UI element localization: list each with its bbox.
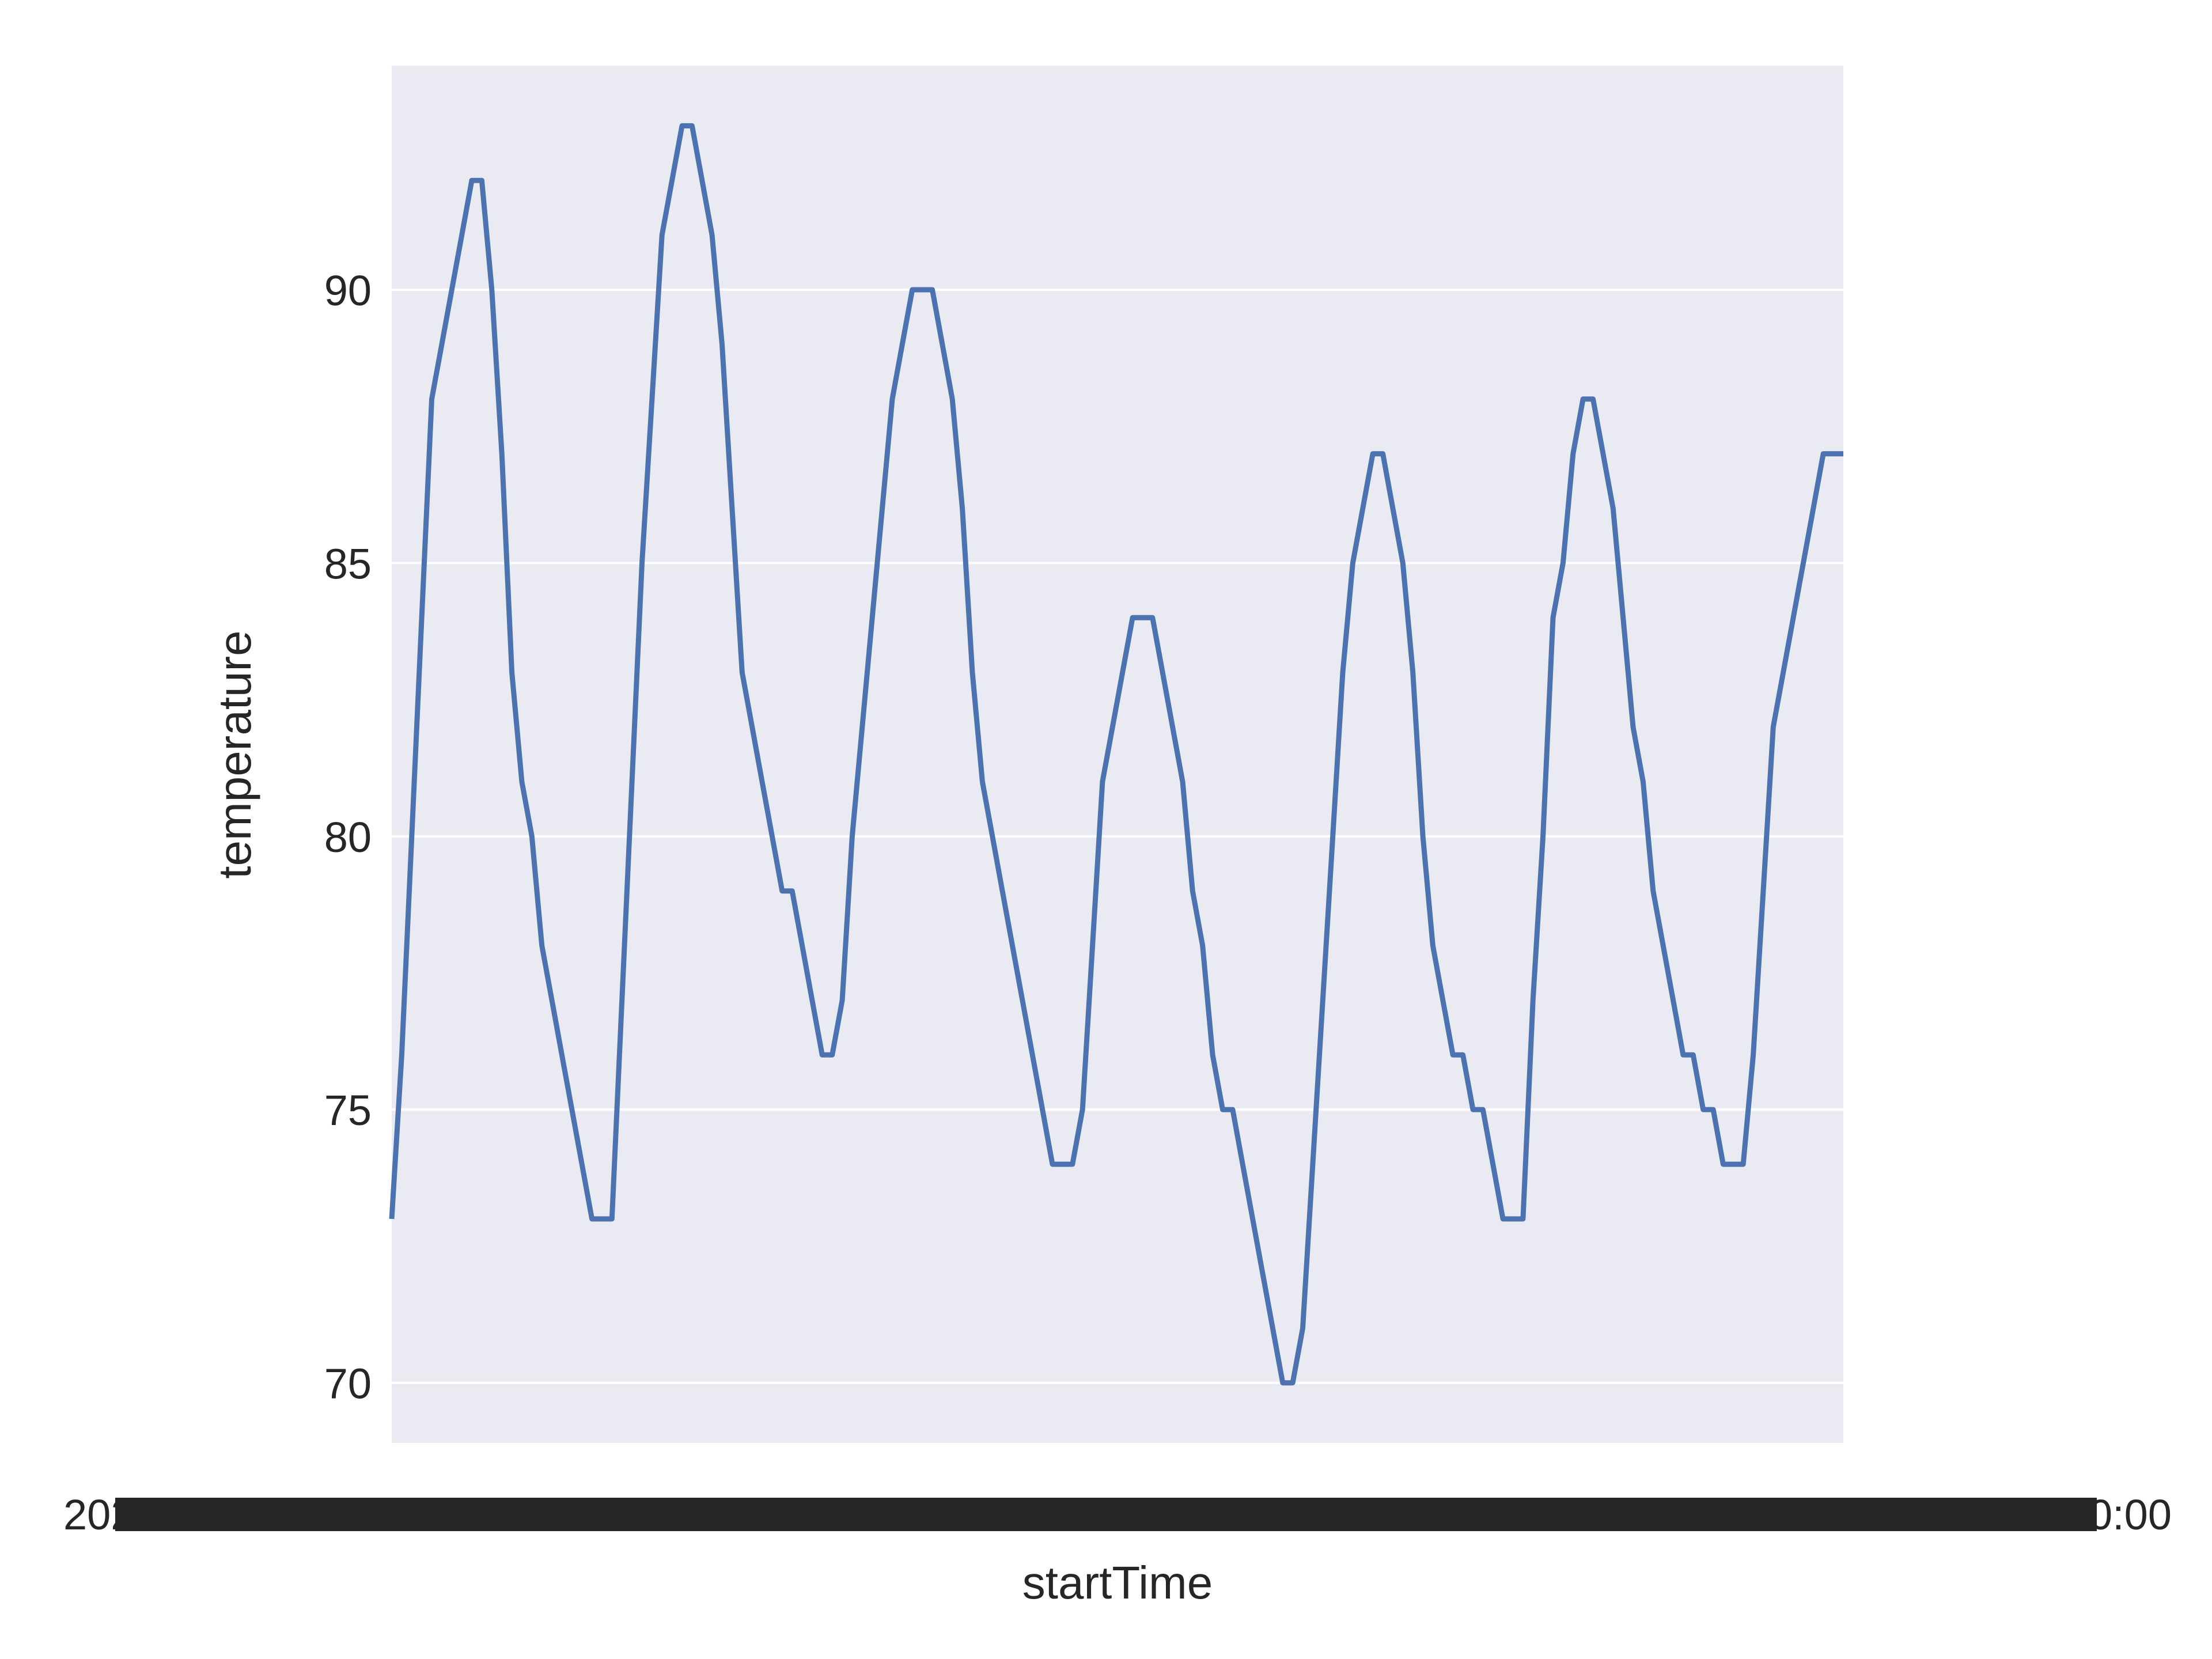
y-tick-label: 70 (324, 1360, 372, 1408)
x-tick-label: 2022- (912, 1491, 1021, 1539)
x-tick-label: 0:00:00 (2029, 1491, 2172, 1539)
y-tick-label: 85 (324, 540, 372, 588)
x-tick-label: 2022- (1214, 1491, 1323, 1539)
plot-background (392, 66, 1843, 1443)
x-axis-label: startTime (1022, 1557, 1213, 1608)
x-tick-label: 2022- (611, 1491, 720, 1539)
x-tick-label: 0:00:00 (1800, 1491, 1942, 1539)
y-axis-label: temperature (209, 630, 260, 878)
series-layer (389, 123, 1843, 1386)
x-tick-labels-overlap (115, 1498, 2097, 1531)
y-tick-labels: 70 75 80 85 90 (324, 267, 372, 1408)
series-line (389, 123, 1843, 1386)
y-tick-label: 75 (324, 1086, 372, 1134)
y-tick-label: 90 (324, 267, 372, 315)
x-tick-label: 2022- (1515, 1491, 1624, 1539)
x-tick-label: 2022- (310, 1491, 419, 1539)
y-gridlines (392, 289, 1843, 1384)
x-tick-label: 2022- (63, 1491, 172, 1539)
x-tick-labels: 2022- 2022- 2022- 2022- 2022- 2022- 0:00:00 0:0… (63, 1491, 2172, 1539)
y-tick-label: 80 (324, 813, 372, 861)
